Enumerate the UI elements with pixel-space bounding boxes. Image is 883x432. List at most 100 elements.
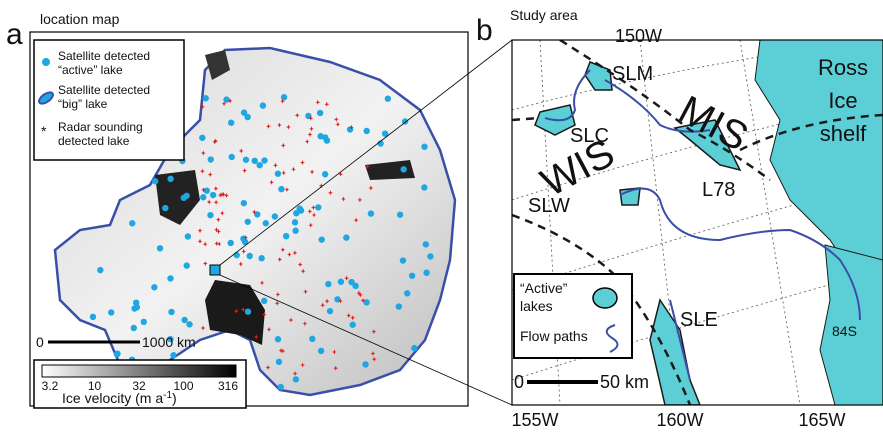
panel-letter: a xyxy=(6,18,23,51)
radar-lake xyxy=(277,256,283,262)
radar-lake xyxy=(280,247,286,253)
radar-lake xyxy=(353,217,359,223)
active-lake xyxy=(384,95,392,102)
radar-lake xyxy=(285,124,291,130)
radar-lake xyxy=(307,132,313,138)
radar-lake xyxy=(299,159,305,165)
active-lake xyxy=(156,245,164,252)
scale-label: 0 xyxy=(36,334,44,350)
active-lake xyxy=(207,156,214,163)
legend-label: Flow paths xyxy=(520,328,588,344)
active-lake xyxy=(167,175,174,183)
active-lake xyxy=(209,191,217,199)
radar-lake xyxy=(213,138,219,144)
radar-lake xyxy=(200,150,206,156)
active-lake xyxy=(132,299,140,306)
radar-lake xyxy=(243,234,249,240)
radar-lake xyxy=(220,191,226,197)
radar-lake xyxy=(324,101,330,107)
active-lake xyxy=(108,309,115,316)
legend-label: Satellite detected xyxy=(58,83,150,97)
active-lake xyxy=(152,178,159,185)
active-lake xyxy=(89,313,97,321)
radar-lake xyxy=(259,280,265,286)
active-lake xyxy=(421,143,428,150)
feature-label: SLW xyxy=(528,195,570,217)
colorbar-tick-label: 3.2 xyxy=(42,379,59,393)
connector xyxy=(219,39,513,266)
active-lake xyxy=(184,233,192,240)
legend-box xyxy=(33,39,185,161)
active-lake xyxy=(323,137,331,144)
active-lake xyxy=(381,130,389,137)
active-lake xyxy=(181,316,188,324)
antarctica xyxy=(53,46,457,397)
active-lake xyxy=(170,352,177,359)
active-lake xyxy=(254,211,261,218)
colorbar-ticks: 3.2 10 32 100 316 xyxy=(42,379,239,393)
feature-label: L78 xyxy=(702,179,735,201)
active-lake xyxy=(261,157,268,164)
legend-symbol xyxy=(42,58,50,66)
active-lake xyxy=(167,335,174,343)
active-lake xyxy=(377,140,384,147)
feature-label: SLE xyxy=(680,309,718,331)
radar-lake xyxy=(213,199,219,205)
active-lake xyxy=(423,269,430,276)
radar-lake xyxy=(340,196,346,202)
radar-lake xyxy=(348,124,354,130)
radar-lake xyxy=(278,348,284,354)
active-lake xyxy=(411,344,418,352)
radar-lake xyxy=(251,209,257,215)
radar-lake xyxy=(272,162,278,168)
active-lake xyxy=(292,227,299,234)
radar-lake xyxy=(368,185,374,191)
active-lake xyxy=(251,157,258,165)
colorbar-tick-label: 100 xyxy=(173,379,193,393)
radar-lake xyxy=(223,192,229,198)
colorbar xyxy=(41,364,237,378)
ross-label: Ice xyxy=(828,88,857,113)
active-lake xyxy=(240,199,248,207)
radar-lake xyxy=(207,171,213,177)
active-lake xyxy=(280,94,288,101)
active-lake xyxy=(317,133,324,140)
radar-lake xyxy=(346,313,352,319)
radar-lake xyxy=(300,268,306,274)
latitude-label: 84S xyxy=(832,323,857,339)
radar-lake xyxy=(370,351,376,357)
active-lake xyxy=(167,275,174,282)
active-lake xyxy=(305,112,312,120)
radar-lake xyxy=(280,142,286,148)
title-close: ) xyxy=(172,390,177,406)
panel-title: Study area xyxy=(510,7,578,23)
active-lake xyxy=(151,284,158,291)
radar-lake xyxy=(221,101,227,107)
active-lake xyxy=(404,290,411,297)
legend-label: Radar sounding xyxy=(58,120,143,134)
active-lake xyxy=(240,109,248,116)
active-lake xyxy=(349,321,356,328)
active-lake xyxy=(363,299,370,306)
radar-lake xyxy=(266,326,272,332)
active-lake xyxy=(362,361,369,368)
legend-box xyxy=(513,273,633,359)
active-lake xyxy=(259,102,267,109)
active-lake xyxy=(168,308,175,316)
radar-lake xyxy=(364,163,370,169)
radar-lake xyxy=(356,290,362,296)
active-lake xyxy=(282,232,290,240)
ice-shelf xyxy=(819,244,883,405)
active-lake xyxy=(199,134,206,141)
legend-label: lakes xyxy=(520,298,553,314)
radar-lake xyxy=(241,248,247,254)
radar-lake xyxy=(216,229,222,235)
scale-label: 50 km xyxy=(600,372,649,392)
radar-lake xyxy=(212,139,218,145)
active-lake xyxy=(258,255,265,262)
radar-lake xyxy=(284,187,290,193)
ice-shelf xyxy=(365,160,415,180)
active-lake xyxy=(277,383,284,391)
radar-lake xyxy=(200,325,206,331)
legend-label: Satellite detected xyxy=(58,49,150,63)
